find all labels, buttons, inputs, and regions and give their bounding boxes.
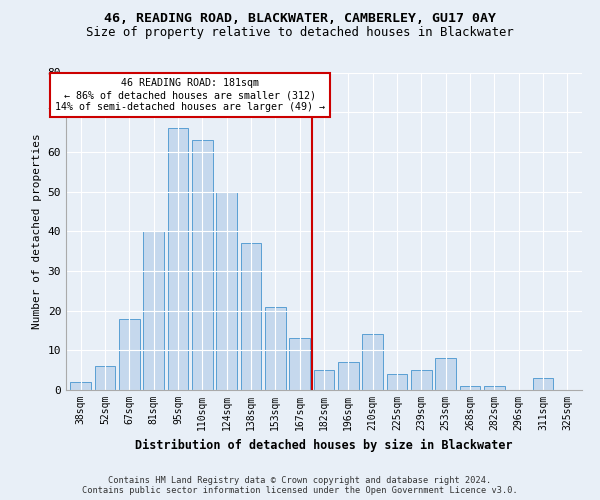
Bar [143, 231, 164, 390]
Bar [265, 306, 286, 390]
Bar [70, 382, 91, 390]
Text: Contains HM Land Registry data © Crown copyright and database right 2024.: Contains HM Land Registry data © Crown c… [109, 476, 491, 485]
Bar [386, 374, 407, 390]
Bar [533, 378, 553, 390]
X-axis label: Distribution of detached houses by size in Blackwater: Distribution of detached houses by size … [135, 438, 513, 452]
Bar [192, 140, 212, 390]
Bar [216, 192, 237, 390]
Text: 46 READING ROAD: 181sqm
← 86% of detached houses are smaller (312)
14% of semi-d: 46 READING ROAD: 181sqm ← 86% of detache… [55, 78, 325, 112]
Bar [460, 386, 481, 390]
Text: Size of property relative to detached houses in Blackwater: Size of property relative to detached ho… [86, 26, 514, 39]
Text: Contains public sector information licensed under the Open Government Licence v3: Contains public sector information licen… [82, 486, 518, 495]
Bar [436, 358, 456, 390]
Bar [241, 243, 262, 390]
Text: 46, READING ROAD, BLACKWATER, CAMBERLEY, GU17 0AY: 46, READING ROAD, BLACKWATER, CAMBERLEY,… [104, 12, 496, 26]
Bar [338, 362, 359, 390]
Bar [314, 370, 334, 390]
Bar [411, 370, 432, 390]
Y-axis label: Number of detached properties: Number of detached properties [32, 134, 42, 329]
Bar [119, 318, 140, 390]
Bar [484, 386, 505, 390]
Bar [167, 128, 188, 390]
Bar [95, 366, 115, 390]
Bar [362, 334, 383, 390]
Bar [289, 338, 310, 390]
